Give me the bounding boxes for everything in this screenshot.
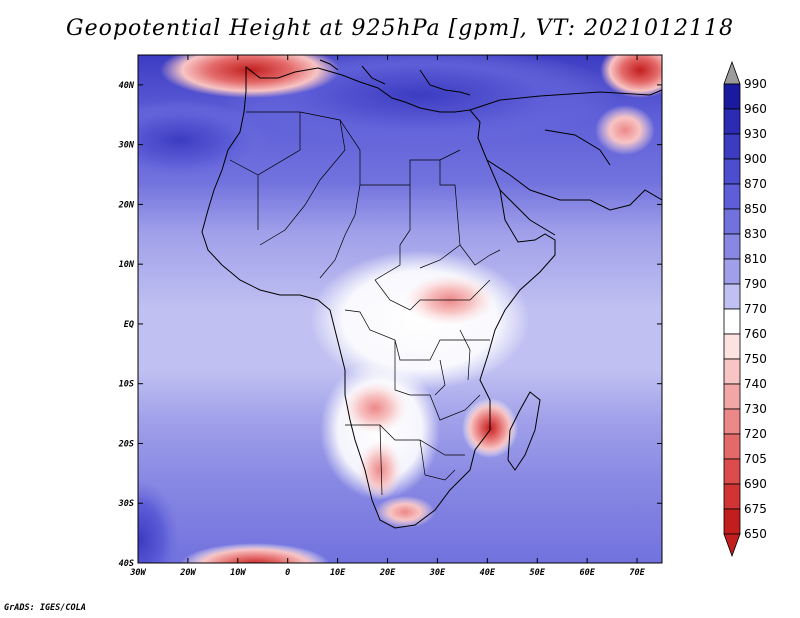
colorbar-box bbox=[723, 83, 741, 110]
colorbar-level-label: 740 bbox=[744, 377, 767, 391]
longitude-axis: 30W 20W 10W 0 10E 20E 30E 40E 50E 60E 70E bbox=[129, 55, 646, 578]
lat-tick-label: 40N bbox=[119, 81, 135, 91]
colorbar-box bbox=[723, 358, 741, 385]
colorbar-level-label: 750 bbox=[744, 352, 767, 366]
country-borders bbox=[229, 111, 501, 496]
lon-tick-label: 10E bbox=[330, 568, 346, 578]
colorbar-box bbox=[723, 208, 741, 235]
lat-tick-label: 40S bbox=[119, 559, 134, 569]
lon-tick-label: 30W bbox=[129, 568, 146, 578]
lon-tick-label: 60E bbox=[579, 568, 595, 578]
colorbar-level-label: 650 bbox=[744, 527, 767, 541]
colorbar-box bbox=[723, 508, 741, 535]
colorbar-box bbox=[723, 408, 741, 435]
colorbar-level-label: 675 bbox=[744, 502, 767, 516]
colorbar-box bbox=[723, 158, 741, 185]
lat-tick-label: 20N bbox=[118, 200, 135, 210]
colorbar-level-label: 960 bbox=[744, 102, 767, 116]
lon-tick-label: 30E bbox=[429, 568, 446, 578]
colorbar: 990 960 930 900 870 850 830 810 790 770 760 750 740 7… bbox=[723, 60, 767, 558]
colorbar-box bbox=[723, 308, 741, 335]
colorbar-level-label: 790 bbox=[744, 277, 767, 291]
colorbar-box bbox=[723, 283, 741, 310]
colorbar-level-label: 730 bbox=[744, 402, 767, 416]
lon-tick-label: 20W bbox=[179, 568, 196, 578]
colorbar-level-label: 830 bbox=[744, 227, 767, 241]
height-field bbox=[138, 55, 662, 563]
colorbar-level-label: 690 bbox=[744, 477, 767, 491]
colorbar-box bbox=[723, 183, 741, 210]
lat-tick-label: EQ bbox=[124, 320, 134, 330]
colorbar-level-label: 850 bbox=[744, 202, 767, 216]
lat-tick-label: 30S bbox=[118, 499, 134, 509]
grads-credit: GrADS: IGES/COLA bbox=[4, 603, 86, 613]
colorbar-level-label: 870 bbox=[744, 177, 767, 191]
map-title: Geopotential Height at 925hPa [gpm], VT:… bbox=[66, 16, 734, 41]
lon-tick-label: 50E bbox=[530, 568, 546, 578]
lat-tick-label: 10S bbox=[119, 380, 134, 390]
colorbar-box bbox=[723, 383, 741, 410]
lon-tick-label: 10W bbox=[230, 568, 246, 578]
lat-tick-label: 20S bbox=[118, 439, 134, 449]
lat-tick-label: 30N bbox=[118, 141, 135, 151]
plot-frame bbox=[137, 54, 663, 564]
colorbar-bottom-triangle bbox=[723, 533, 741, 558]
colorbar-level-label: 810 bbox=[744, 252, 767, 266]
colorbar-box bbox=[723, 233, 741, 260]
colorbar-top-triangle bbox=[723, 60, 741, 85]
colorbar-level-label: 760 bbox=[744, 327, 767, 341]
colorbar-box bbox=[723, 458, 741, 485]
colorbar-box bbox=[723, 333, 741, 360]
latitude-axis: 40N 30N 20N 10N EQ 10S 20S 30S 40S bbox=[118, 81, 662, 569]
coastlines bbox=[201, 59, 662, 529]
lon-tick-label: 40E bbox=[480, 568, 496, 578]
lon-tick-label: 20E bbox=[379, 568, 396, 578]
colorbar-level-label: 990 bbox=[744, 77, 767, 91]
colorbar-level-label: 720 bbox=[744, 427, 767, 441]
colorbar-box bbox=[723, 258, 741, 285]
lon-tick-label: 0 bbox=[285, 568, 290, 578]
colorbar-level-label: 705 bbox=[744, 452, 767, 466]
colorbar-level-label: 930 bbox=[744, 127, 767, 141]
lon-tick-label: 70E bbox=[629, 568, 645, 578]
colorbar-box bbox=[723, 108, 741, 135]
colorbar-level-label: 770 bbox=[744, 302, 767, 316]
lat-tick-label: 10N bbox=[119, 260, 135, 270]
colorbar-box bbox=[723, 433, 741, 460]
colorbar-box bbox=[723, 133, 741, 160]
colorbar-box bbox=[723, 483, 741, 510]
colorbar-level-label: 900 bbox=[744, 152, 767, 166]
